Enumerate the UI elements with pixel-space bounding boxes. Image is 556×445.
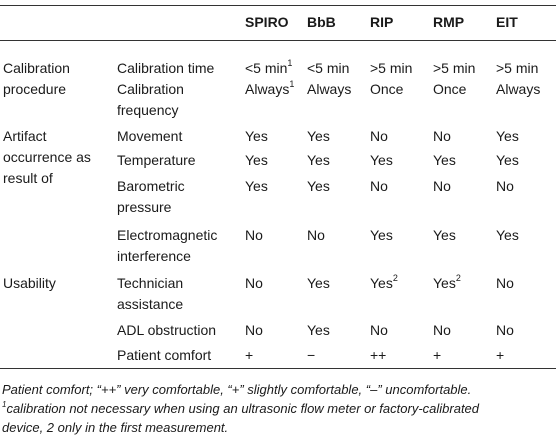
group-calibration-line2: procedure (3, 81, 67, 97)
temperature-spiro: Yes (245, 152, 268, 168)
label-barometric-line2: pressure (117, 199, 172, 215)
adl-rmp: No (433, 322, 451, 338)
electromagnetic-spiro: No (245, 227, 263, 243)
cal-time-rmp: >5 min (433, 60, 476, 76)
header-spiro: SPIRO (245, 14, 289, 30)
group-calibration-line1: Calibration (3, 60, 70, 76)
electromagnetic-rmp: Yes (433, 227, 456, 243)
header-eit: EIT (496, 14, 518, 30)
group-artifact-line3: result of (3, 170, 53, 186)
footnote-line2: 1calibration not necessary when using an… (2, 399, 480, 416)
footnote-line3: device, 2 only in the first measurement. (2, 420, 229, 435)
barometric-bbb: Yes (307, 178, 330, 194)
cal-freq-bbb: Always (307, 81, 352, 97)
adl-rip: No (370, 322, 388, 338)
label-technician-line1: Technician (117, 275, 184, 291)
temperature-rip: Yes (370, 152, 393, 168)
label-technician-line2: assistance (117, 296, 184, 312)
comfort-rmp: + (433, 347, 442, 363)
comfort-bbb: − (307, 347, 316, 363)
adl-spiro: No (245, 322, 263, 338)
label-electromagnetic-line1: Electromagnetic (117, 227, 218, 243)
header-rmp: RMP (433, 14, 465, 30)
cal-time-spiro: <5 min1 (245, 58, 293, 76)
movement-spiro: Yes (245, 128, 268, 144)
movement-rip: No (370, 128, 388, 144)
cal-time-eit: >5 min (496, 60, 539, 76)
cal-freq-eit: Always (496, 81, 541, 97)
technician-bbb: Yes (307, 275, 330, 291)
top-rule (0, 5, 556, 6)
group-usability: Usability (3, 275, 56, 291)
movement-eit: Yes (496, 128, 519, 144)
electromagnetic-bbb: No (307, 227, 325, 243)
label-calibration-time: Calibration time (117, 60, 215, 76)
label-temperature: Temperature (117, 152, 196, 168)
label-calibration-frequency-line2: frequency (117, 102, 179, 118)
barometric-spiro: Yes (245, 178, 268, 194)
label-barometric-line1: Barometric (117, 178, 185, 194)
label-electromagnetic-line2: interference (117, 248, 191, 264)
comfort-rip: ++ (370, 347, 387, 363)
adl-eit: No (496, 322, 514, 338)
cal-freq-spiro: Always1 (245, 79, 295, 97)
temperature-rmp: Yes (433, 152, 456, 168)
technician-rip: Yes2 (370, 273, 398, 291)
label-patient-comfort: Patient comfort (117, 347, 212, 363)
header-rule (0, 40, 556, 41)
label-movement: Movement (117, 128, 183, 144)
movement-bbb: Yes (307, 128, 330, 144)
comfort-spiro: + (245, 347, 254, 363)
electromagnetic-rip: Yes (370, 227, 393, 243)
footnote-line1: Patient comfort; “++” very comfortable, … (2, 382, 472, 397)
temperature-eit: Yes (496, 152, 519, 168)
header-rip: RIP (370, 14, 394, 30)
cal-freq-rmp: Once (433, 81, 467, 97)
cal-time-bbb: <5 min (307, 60, 350, 76)
technician-spiro: No (245, 275, 263, 291)
technician-rmp: Yes2 (433, 273, 461, 291)
group-artifact-line1: Artifact (3, 128, 47, 144)
group-artifact-line2: occurrence as (3, 149, 91, 165)
barometric-rip: No (370, 178, 388, 194)
barometric-eit: No (496, 178, 514, 194)
temperature-bbb: Yes (307, 152, 330, 168)
comfort-eit: + (496, 347, 505, 363)
cal-time-rip: >5 min (370, 60, 413, 76)
barometric-rmp: No (433, 178, 451, 194)
bottom-rule (0, 368, 556, 369)
table-footnote: Patient comfort; “++” very comfortable, … (2, 380, 554, 437)
label-calibration-frequency-line1: Calibration (117, 81, 184, 97)
cal-freq-rip: Once (370, 81, 404, 97)
technician-eit: No (496, 275, 514, 291)
label-adl-obstruction: ADL obstruction (117, 322, 217, 338)
header-bbb: BbB (307, 14, 336, 30)
movement-rmp: No (433, 128, 451, 144)
adl-bbb: Yes (307, 322, 330, 338)
electromagnetic-eit: Yes (496, 227, 519, 243)
